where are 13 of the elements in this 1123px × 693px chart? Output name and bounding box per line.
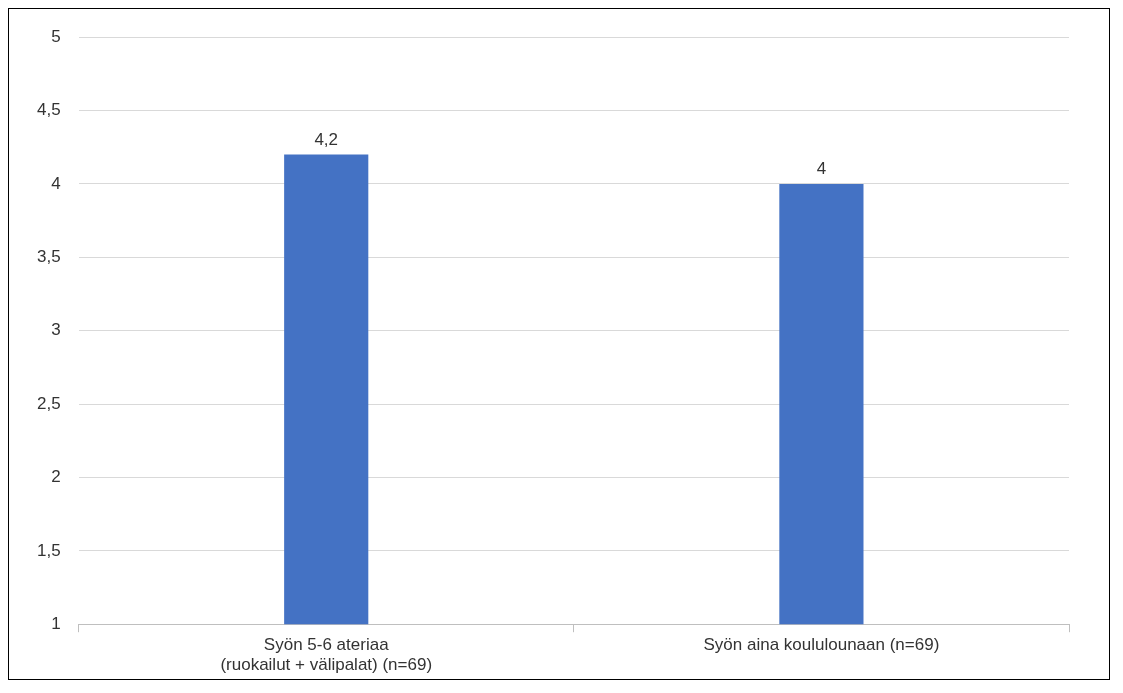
- data-label: 4,2: [314, 129, 339, 149]
- y-tick-label: 5: [51, 26, 61, 46]
- y-tick-label: 1,5: [36, 540, 61, 560]
- data-label: 4: [816, 159, 827, 179]
- y-tick-label: 4,5: [36, 100, 61, 120]
- y-tick-label: 2,5: [36, 393, 61, 413]
- y-tick-label: 3,5: [36, 247, 61, 267]
- y-tick-label: 2: [51, 467, 61, 487]
- x-tick-label: Syön 5-6 ateriaa (ruokailut + välipalat) (n=69): [220, 635, 433, 675]
- y-tick-label: 1: [51, 613, 61, 633]
- y-tick-label: 3: [51, 320, 61, 340]
- y-tick-label: 4: [51, 173, 61, 193]
- x-tick-label: Syön aina koululounaan (n=69): [703, 635, 940, 655]
